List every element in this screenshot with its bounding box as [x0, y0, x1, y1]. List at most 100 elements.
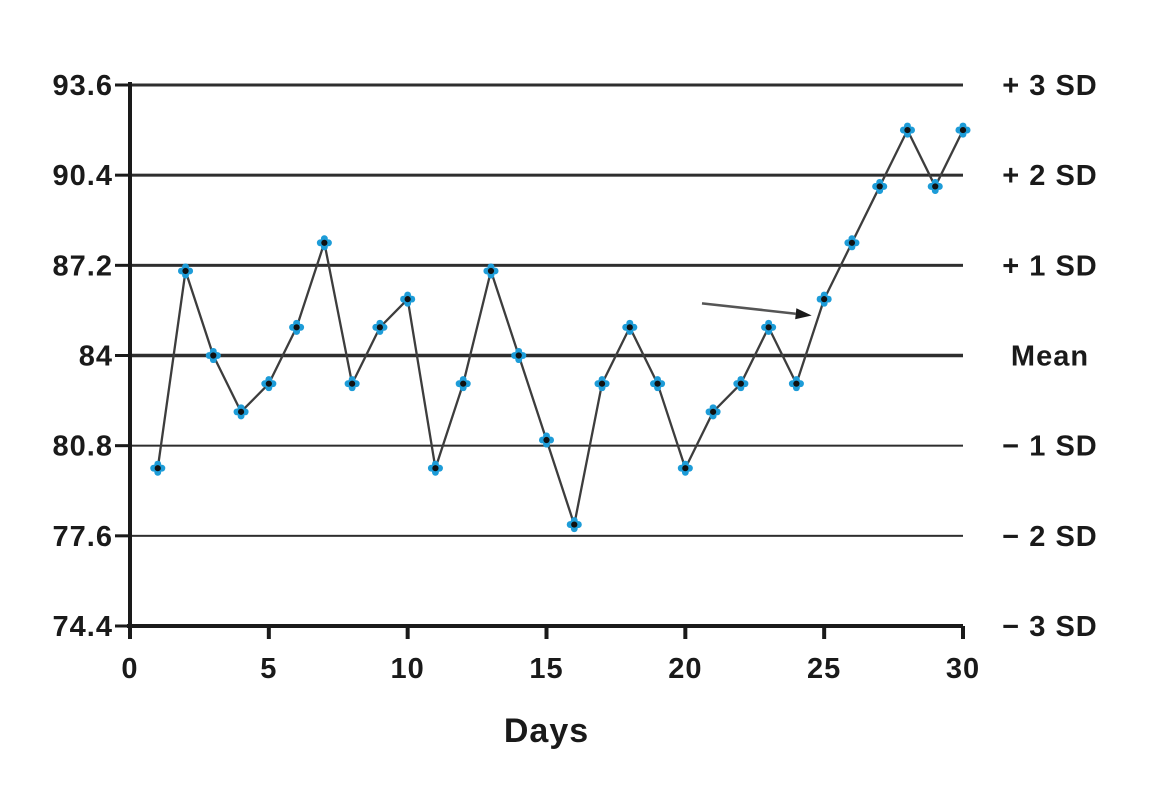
marker-center	[321, 239, 328, 246]
data-point	[150, 460, 166, 476]
marker-center	[904, 126, 911, 134]
trend-arrow-shaft	[701, 302, 796, 316]
data-point	[178, 263, 194, 279]
x-tick	[961, 626, 965, 639]
sd-zone-label: − 1 SD	[1002, 431, 1097, 463]
marker-center	[154, 465, 161, 472]
y-gridline	[130, 534, 963, 537]
series-line	[156, 128, 965, 526]
marker-center	[765, 324, 772, 331]
marker-center	[543, 436, 550, 444]
y-tick	[115, 534, 131, 538]
y-tick	[115, 354, 131, 357]
y-tick-label: 74.4	[53, 611, 113, 643]
marker-center	[210, 352, 217, 359]
x-tick	[128, 626, 132, 639]
marker-center	[571, 521, 578, 528]
data-point	[705, 404, 721, 420]
marker-center	[404, 296, 411, 303]
marker-center	[460, 380, 467, 387]
marker-center	[237, 408, 245, 415]
data-point	[511, 348, 527, 363]
x-tick-label: 0	[121, 653, 138, 685]
marker-center	[626, 324, 633, 331]
data-point	[872, 178, 888, 194]
sd-zone-label: + 3 SD	[1002, 70, 1097, 102]
x-tick	[822, 626, 827, 639]
data-point	[899, 122, 915, 138]
x-axis-title: Days	[504, 712, 589, 750]
y-tick-label: 90.4	[53, 160, 113, 192]
data-point	[455, 376, 471, 392]
y-tick-label: 93.6	[53, 70, 113, 102]
marker-center	[598, 380, 606, 387]
data-point	[927, 178, 943, 194]
y-gridline	[130, 263, 963, 267]
marker-center	[682, 465, 689, 472]
marker-center	[432, 465, 439, 472]
data-point	[344, 376, 360, 392]
x-tick-label: 10	[391, 653, 425, 685]
data-point	[650, 376, 666, 392]
sd-zone-label: + 2 SD	[1002, 160, 1097, 192]
data-point	[816, 291, 832, 307]
sd-zone-label: − 2 SD	[1002, 521, 1097, 553]
data-point	[594, 376, 610, 392]
sd-zone-label: + 1 SD	[1002, 250, 1097, 282]
data-point	[622, 319, 638, 335]
data-point	[483, 263, 499, 279]
x-tick-label: 15	[529, 653, 563, 685]
data-point	[539, 432, 554, 448]
marker-center	[487, 267, 495, 275]
marker-center	[821, 296, 828, 303]
x-tick	[405, 626, 410, 639]
data-point	[289, 319, 305, 335]
data-point	[261, 376, 277, 392]
trend-arrow-head	[795, 308, 812, 320]
marker-center	[876, 183, 883, 190]
marker-center	[793, 380, 800, 387]
y-gridline	[130, 173, 963, 177]
data-point	[761, 319, 777, 335]
x-tick	[266, 626, 271, 639]
data-point	[427, 460, 443, 476]
data-point	[955, 122, 971, 138]
data-point	[316, 235, 332, 251]
data-point	[844, 235, 860, 251]
data-point	[400, 291, 416, 307]
y-tick-label: 87.2	[53, 250, 113, 282]
y-tick-label: 77.6	[53, 521, 113, 553]
sd-zone-label: Mean	[1011, 341, 1089, 373]
marker-center	[654, 380, 661, 387]
data-point	[205, 348, 221, 363]
data-point	[677, 460, 693, 476]
data-point	[566, 517, 582, 533]
marker-center	[932, 183, 939, 190]
y-tick	[115, 173, 131, 177]
data-point	[788, 376, 804, 392]
marker-center	[515, 352, 522, 359]
data-point	[233, 404, 249, 420]
x-tick-label: 25	[807, 653, 841, 685]
y-gridline	[130, 83, 963, 87]
marker-center	[265, 380, 272, 387]
y-tick-label: 84	[79, 341, 113, 373]
data-point	[733, 376, 749, 392]
y-tick	[115, 444, 131, 448]
y-gridline	[130, 353, 963, 358]
x-tick	[544, 626, 549, 639]
marker-center	[848, 239, 856, 246]
marker-center	[349, 380, 356, 387]
x-tick	[683, 626, 688, 639]
marker-center	[710, 408, 717, 415]
marker-center	[376, 324, 383, 331]
x-tick-label: 5	[260, 653, 277, 685]
y-tick	[115, 624, 131, 628]
data-point	[372, 319, 388, 335]
y-tick	[115, 83, 131, 87]
sd-zone-label: − 3 SD	[1002, 611, 1097, 643]
y-tick-label: 80.8	[53, 431, 113, 463]
x-tick-label: 20	[668, 653, 702, 685]
